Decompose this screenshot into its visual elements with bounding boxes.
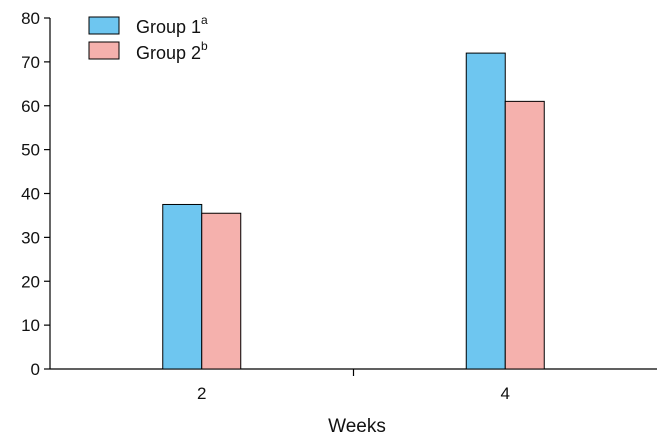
y-tick-label: 70 — [21, 53, 40, 72]
legend-label-group-2: Group 2b — [136, 39, 208, 63]
y-axis: 0 10 20 30 40 50 60 70 80 — [21, 9, 51, 379]
y-tick-label: 80 — [21, 9, 40, 28]
y-tick-label: 20 — [21, 272, 40, 291]
y-tick-label: 10 — [21, 316, 40, 335]
bar-group-1-week-4 — [465, 52, 506, 370]
legend-label-group-1-sup: a — [201, 13, 208, 27]
y-tick-label: 50 — [21, 141, 40, 160]
bar-group-1-week-2 — [162, 203, 203, 370]
legend-swatch-group-2 — [88, 41, 120, 60]
legend-label-group-2-sup: b — [201, 39, 208, 53]
y-tick-label: 30 — [21, 228, 40, 247]
legend-label-group-1-text: Group 1 — [136, 17, 201, 37]
x-tick-label: 2 — [197, 384, 206, 403]
legend: Group 1a Group 2b — [88, 13, 208, 63]
legend-swatch-group-1 — [88, 16, 120, 35]
legend-label-group-2-text: Group 2 — [136, 43, 201, 63]
x-axis-title: Weeks — [328, 416, 386, 434]
legend-label-group-1: Group 1a — [136, 13, 208, 37]
y-tick-label: 40 — [21, 185, 40, 204]
bars — [162, 52, 545, 370]
bar-group-2-week-2 — [201, 212, 242, 370]
y-tick-label: 60 — [21, 97, 40, 116]
y-tick-label: 0 — [31, 360, 40, 379]
x-tick-label: 4 — [501, 384, 510, 403]
bar-group-2-week-4 — [504, 100, 545, 370]
